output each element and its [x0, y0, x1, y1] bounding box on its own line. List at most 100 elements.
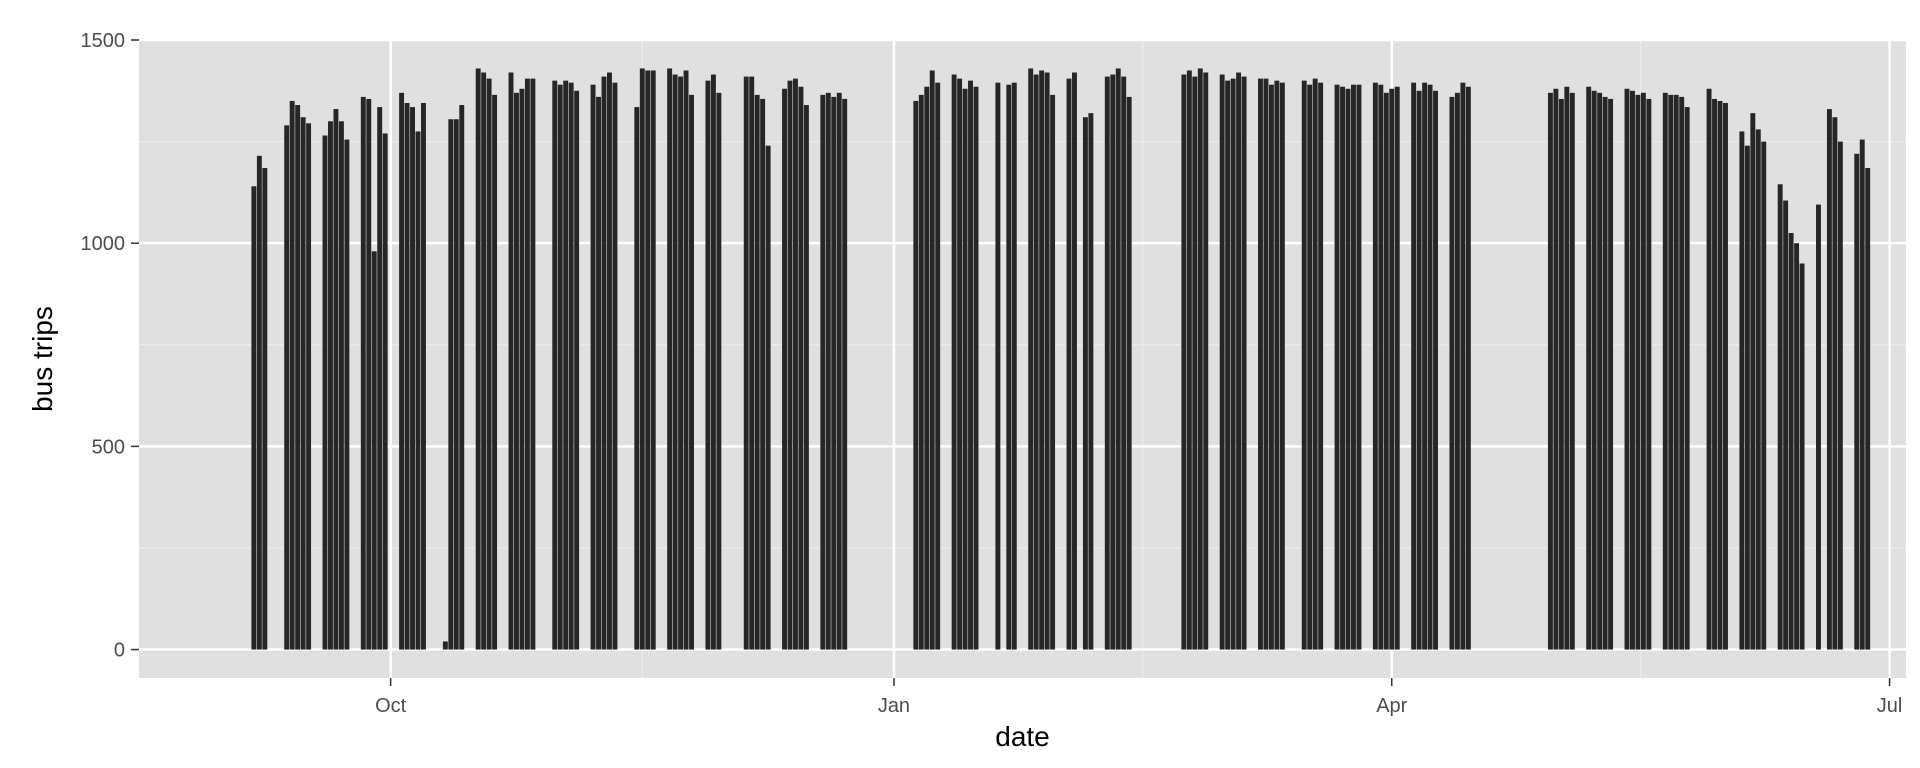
bar [289, 100, 295, 650]
bar [743, 76, 749, 650]
bar [1318, 82, 1324, 650]
bar [787, 80, 793, 650]
bar [1454, 92, 1460, 650]
bar [1110, 74, 1116, 650]
bar [1258, 78, 1263, 650]
bar [820, 94, 826, 650]
bar [1602, 96, 1608, 650]
bar [601, 76, 607, 650]
bar [1744, 145, 1750, 650]
bar [1630, 90, 1635, 650]
bar [1799, 263, 1805, 650]
bar [929, 70, 935, 650]
bar [295, 105, 301, 650]
bar [1186, 70, 1192, 650]
bar [716, 92, 722, 650]
bar [1394, 86, 1400, 650]
bar [338, 121, 344, 650]
bar [1236, 72, 1242, 650]
y-tick-label: 0 [114, 640, 125, 662]
bar [1553, 88, 1559, 650]
bar [710, 74, 716, 650]
y-tick-label: 1000 [81, 233, 126, 255]
bar [1640, 92, 1646, 650]
bar [1673, 94, 1679, 650]
bar [798, 86, 804, 650]
bar [1340, 86, 1345, 650]
bar [1832, 117, 1838, 650]
bar [672, 74, 678, 650]
bar [765, 145, 771, 650]
bar [1750, 113, 1756, 650]
bar [1279, 82, 1285, 650]
x-tick-label: Jul [1877, 695, 1903, 717]
bar [1788, 233, 1794, 650]
bar [836, 92, 842, 650]
bar [448, 119, 454, 650]
bar [645, 70, 651, 650]
x-axis-title: date [995, 721, 1050, 752]
bar [1181, 74, 1187, 650]
bar [607, 72, 612, 650]
bar [459, 105, 465, 650]
bar [1044, 72, 1050, 650]
bar [1383, 92, 1389, 650]
bar [957, 78, 963, 650]
bar [1411, 82, 1417, 650]
bar [371, 251, 377, 650]
bar [1854, 153, 1860, 650]
bar [284, 125, 290, 650]
bar [1028, 68, 1034, 650]
bar [306, 123, 312, 650]
bar [1427, 84, 1433, 650]
bar [1794, 243, 1800, 650]
bar [1307, 84, 1313, 650]
bar [951, 74, 957, 650]
bar [300, 117, 306, 650]
bar [1706, 88, 1712, 650]
bar [689, 94, 694, 650]
bar [1334, 84, 1340, 650]
bar [793, 78, 798, 650]
bar [683, 70, 689, 650]
bar [1569, 92, 1575, 650]
bar [1416, 90, 1422, 650]
bar [256, 155, 262, 650]
bar [1011, 82, 1017, 650]
x-tick-label: Jan [878, 695, 910, 717]
bar [1717, 100, 1723, 650]
bar [825, 92, 831, 650]
bar [1389, 88, 1395, 650]
bar [973, 86, 979, 650]
bar [1230, 78, 1236, 650]
bar [1268, 84, 1274, 650]
bar [1263, 78, 1269, 650]
bar [557, 84, 563, 650]
bar [360, 96, 366, 650]
y-axis: 0 500 1000 1500 [81, 30, 139, 662]
bar [1635, 94, 1641, 650]
bar [344, 139, 350, 650]
bar [574, 90, 580, 650]
bar [1033, 74, 1039, 650]
bar [1449, 96, 1455, 650]
bar [1624, 88, 1630, 650]
bar [262, 168, 268, 650]
bar [1104, 76, 1110, 650]
bar [382, 133, 388, 650]
x-tick-label: Oct [375, 695, 407, 717]
bar [968, 80, 973, 650]
bar [410, 107, 415, 650]
bar [1837, 141, 1843, 650]
bar [1345, 88, 1351, 650]
bar [1597, 92, 1603, 650]
bar [1586, 86, 1592, 650]
bar [568, 82, 574, 650]
bar [913, 100, 919, 650]
bar [1547, 92, 1553, 650]
bar [508, 72, 514, 650]
bar [650, 70, 656, 650]
bar [453, 119, 459, 650]
bar [415, 131, 421, 650]
